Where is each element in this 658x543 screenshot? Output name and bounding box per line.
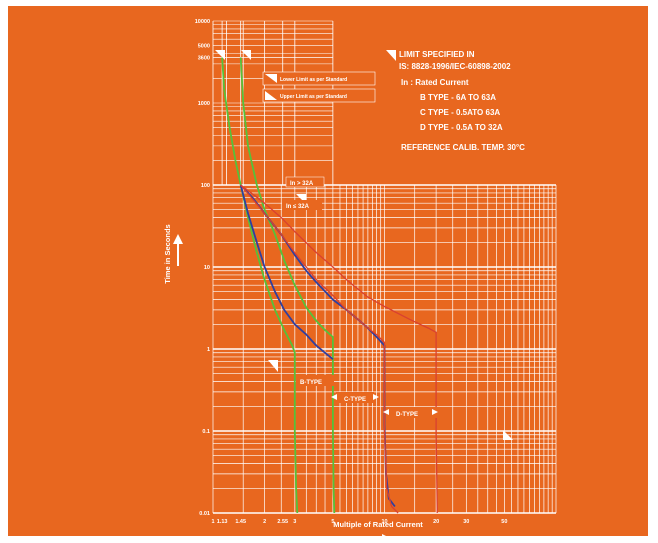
label-b-type: B-TYPE (300, 380, 322, 386)
x-tick-label: 2 (263, 519, 266, 525)
lower-limit-flag-icon (265, 74, 277, 83)
spec-line-7: REFERENCE CALIB. TEMP. 30°C (401, 143, 525, 152)
d-type-right-arrow-icon (432, 409, 438, 415)
trip-curve-1 (239, 57, 336, 514)
legend-upper-limit: Upper Limit as per Standard (280, 94, 347, 100)
x-tick-label: 5 (331, 519, 334, 525)
x-tick-label: 1.45 (235, 519, 246, 525)
trip-curve-2 (239, 184, 334, 360)
legend: Lower Limit as per Standard Upper Limit … (262, 71, 376, 103)
chart-panel: 1 1.13 1.45 2 2.55 3 5 10 20 30 50 10000 5000 3600 10… (8, 6, 648, 536)
y-tick-label: 0.01 (199, 511, 210, 517)
x-tick-label: 1.13 (217, 519, 228, 525)
curves (221, 57, 438, 514)
spec-line-2: IS: 8828-1996/IEC-60898-2002 (399, 62, 511, 71)
x-tick-labels: 1 1.13 1.45 2 2.55 3 5 10 20 30 50 (211, 519, 507, 525)
x-axis-arrow-icon (382, 534, 386, 536)
spec-line-1: LIMIT SPECIFIED IN (399, 50, 475, 59)
y-tick-label: 10000 (195, 19, 210, 25)
trip-curve-chart: 1 1.13 1.45 2 2.55 3 5 10 20 30 50 100005000360010… (163, 19, 557, 536)
y-axis-title: Time in Seconds (163, 224, 172, 283)
trip-curve-0 (221, 57, 299, 514)
flag-icon (215, 50, 225, 60)
y-tick-label: 100 (201, 183, 210, 189)
spec-line-5: C TYPE - 0.5ATO 63A (420, 108, 500, 117)
c-type-left-arrow-icon (331, 394, 337, 400)
x-tick-label: 20 (433, 519, 439, 525)
region-labels: In > 32A In ≤ 32A B-TYPE C-TYPE D-TYPE (282, 176, 439, 418)
label-in-le-32a: In ≤ 32A (286, 204, 310, 210)
spec-line-4: B TYPE - 6A TO 63A (420, 93, 496, 102)
trip-curve-5 (240, 184, 438, 514)
label-in-gt-32a: In > 32A (290, 181, 314, 187)
x-tick-label: 30 (463, 519, 469, 525)
y-tick-label: 5000 (198, 44, 210, 50)
y-tick-label: 3600 (198, 55, 210, 61)
flag-icon (268, 360, 278, 372)
x-tick-label: 10 (381, 519, 387, 525)
x-axis-title: Multiple of Rated Current (333, 520, 423, 529)
label-d-type: D-TYPE (396, 412, 418, 418)
upper-limit-flag-icon (265, 91, 277, 100)
spec-notes: LIMIT SPECIFIED IN IS: 8828-1996/IEC-608… (386, 50, 525, 152)
x-tick-label: 50 (501, 519, 507, 525)
d-type-left-arrow-icon (383, 409, 389, 415)
y-tick-label: 10 (204, 265, 210, 271)
y-axis-arrow-icon (173, 234, 183, 266)
y-tick-labels: 10000 5000 3600 1000 100 10 1 0.1 0.01 (195, 19, 210, 517)
x-tick-label: 3 (293, 519, 296, 525)
spec-flag-icon (386, 50, 396, 61)
x-tick-label: 2.55 (277, 519, 288, 525)
y-tick-label: 0.1 (202, 429, 210, 435)
spec-line-6: D TYPE - 0.5A TO 32A (420, 123, 503, 132)
c-type-right-arrow-icon (373, 394, 379, 400)
label-c-type: C-TYPE (344, 397, 366, 403)
flag-icon (241, 50, 251, 60)
x-tick-label: 1 (211, 519, 214, 525)
legend-lower-limit: Lower Limit as per Standard (280, 77, 347, 83)
flag-icon (503, 430, 513, 440)
chart-flags (215, 50, 513, 440)
spec-line-3: In : Rated Current (401, 78, 469, 87)
y-tick-label: 1 (207, 347, 210, 353)
y-tick-label: 1000 (198, 101, 210, 107)
trip-curve-4 (240, 184, 399, 514)
